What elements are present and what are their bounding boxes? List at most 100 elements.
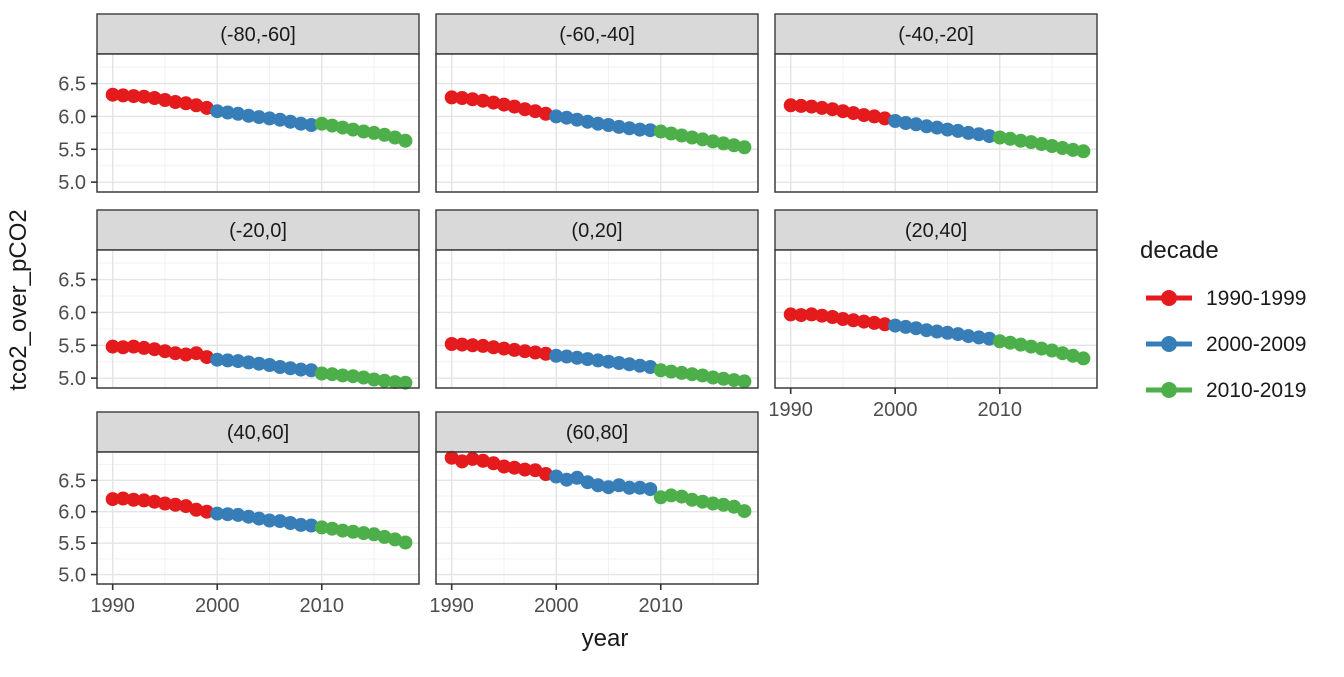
data-point (147, 91, 162, 105)
data-point (1013, 337, 1028, 352)
data-point (189, 346, 204, 361)
data-point (1045, 139, 1059, 153)
data-point (643, 123, 658, 138)
panel-border (774, 249, 1098, 389)
data-point (632, 358, 647, 373)
data-point (486, 456, 501, 471)
data-point (971, 330, 986, 345)
data-point (898, 116, 913, 130)
data-point (497, 459, 511, 474)
x-axis-tick-label: 2010 (978, 399, 1023, 421)
data-point (293, 362, 308, 377)
data-point (367, 125, 381, 140)
x-axis-tick-label: 2010 (300, 595, 345, 617)
data-point (961, 329, 976, 344)
data-point (716, 371, 731, 386)
y-axis-tick-label: 6.5 (58, 74, 86, 96)
data-point (716, 497, 731, 512)
data-point (356, 124, 371, 139)
data-point (549, 109, 564, 124)
data-point (455, 454, 470, 469)
legend-key-point (1161, 290, 1177, 306)
data-point (1024, 339, 1039, 354)
y-axis-tick-label: 6.0 (58, 502, 86, 524)
data-point (377, 373, 392, 388)
facet-strip (96, 13, 420, 55)
data-point (335, 523, 350, 538)
data-point (476, 338, 490, 353)
data-point (189, 98, 204, 113)
facet-strip (774, 13, 1098, 55)
data-point (825, 310, 840, 324)
data-point (856, 108, 871, 123)
data-point (622, 480, 637, 495)
x-axis-tick-label: 2000 (873, 399, 918, 421)
legend-key-point (1161, 382, 1177, 398)
data-point (398, 133, 413, 148)
data-point (465, 92, 480, 107)
data-point (189, 502, 204, 517)
data-point (252, 110, 266, 125)
data-point (476, 93, 490, 108)
data-point (517, 344, 532, 359)
data-point (601, 354, 616, 369)
data-point (210, 352, 225, 367)
data-point (116, 491, 131, 506)
data-point (444, 337, 459, 351)
data-point (262, 111, 277, 126)
data-point (653, 490, 668, 505)
data-point (549, 348, 564, 363)
panel-border (435, 249, 759, 389)
x-axis-tick-label: 2000 (195, 595, 240, 617)
facet-strip-label: (-40,-20] (898, 24, 974, 46)
data-point (612, 356, 626, 370)
data-point (507, 99, 522, 114)
data-point (653, 363, 668, 378)
y-axis-tick-label: 6.5 (58, 270, 86, 292)
data-point (507, 460, 522, 475)
facet-5: (20,40] 1990 2000 2010 (768, 209, 1098, 421)
y-axis-tick-label: 5.0 (58, 565, 86, 587)
data-point (105, 339, 120, 354)
facet-strip (435, 13, 759, 55)
data-point (695, 368, 710, 383)
data-point (674, 128, 689, 143)
data-point (158, 496, 172, 511)
data-point (314, 520, 329, 535)
data-point (220, 353, 235, 368)
data-point (262, 513, 277, 528)
panel-border (774, 53, 1098, 193)
data-point (1013, 133, 1028, 148)
data-point (147, 494, 162, 509)
data-point (293, 116, 308, 131)
data-point (1034, 137, 1049, 151)
data-point (591, 116, 605, 131)
data-point (559, 110, 574, 125)
data-point (1076, 351, 1091, 366)
data-point (836, 104, 850, 119)
data-point (517, 462, 532, 477)
x-axis-tick-label: 2010 (639, 595, 684, 617)
data-point (507, 342, 522, 357)
data-point (528, 345, 543, 360)
legend-entry-2: 2010-2019 (1146, 379, 1306, 402)
data-point (283, 114, 298, 129)
data-point (1003, 131, 1018, 146)
data-point (930, 324, 944, 339)
data-point (158, 344, 172, 359)
facet-7: (60,80] 1990 2000 2010 (429, 411, 759, 617)
data-point (867, 109, 882, 124)
facet-strip-label: (20,40] (905, 220, 967, 242)
data-point (497, 97, 511, 112)
data-point (919, 119, 934, 134)
facet-strip-label: (-20,0] (229, 220, 287, 242)
y-axis-tick-label: 5.5 (58, 335, 86, 357)
data-point (1003, 335, 1018, 350)
data-point (455, 91, 470, 105)
data-point (685, 367, 700, 382)
facet-4: (0,20] (435, 209, 759, 389)
data-point (919, 323, 934, 338)
data-point (168, 346, 183, 361)
data-point (241, 355, 256, 370)
data-point (262, 358, 277, 372)
